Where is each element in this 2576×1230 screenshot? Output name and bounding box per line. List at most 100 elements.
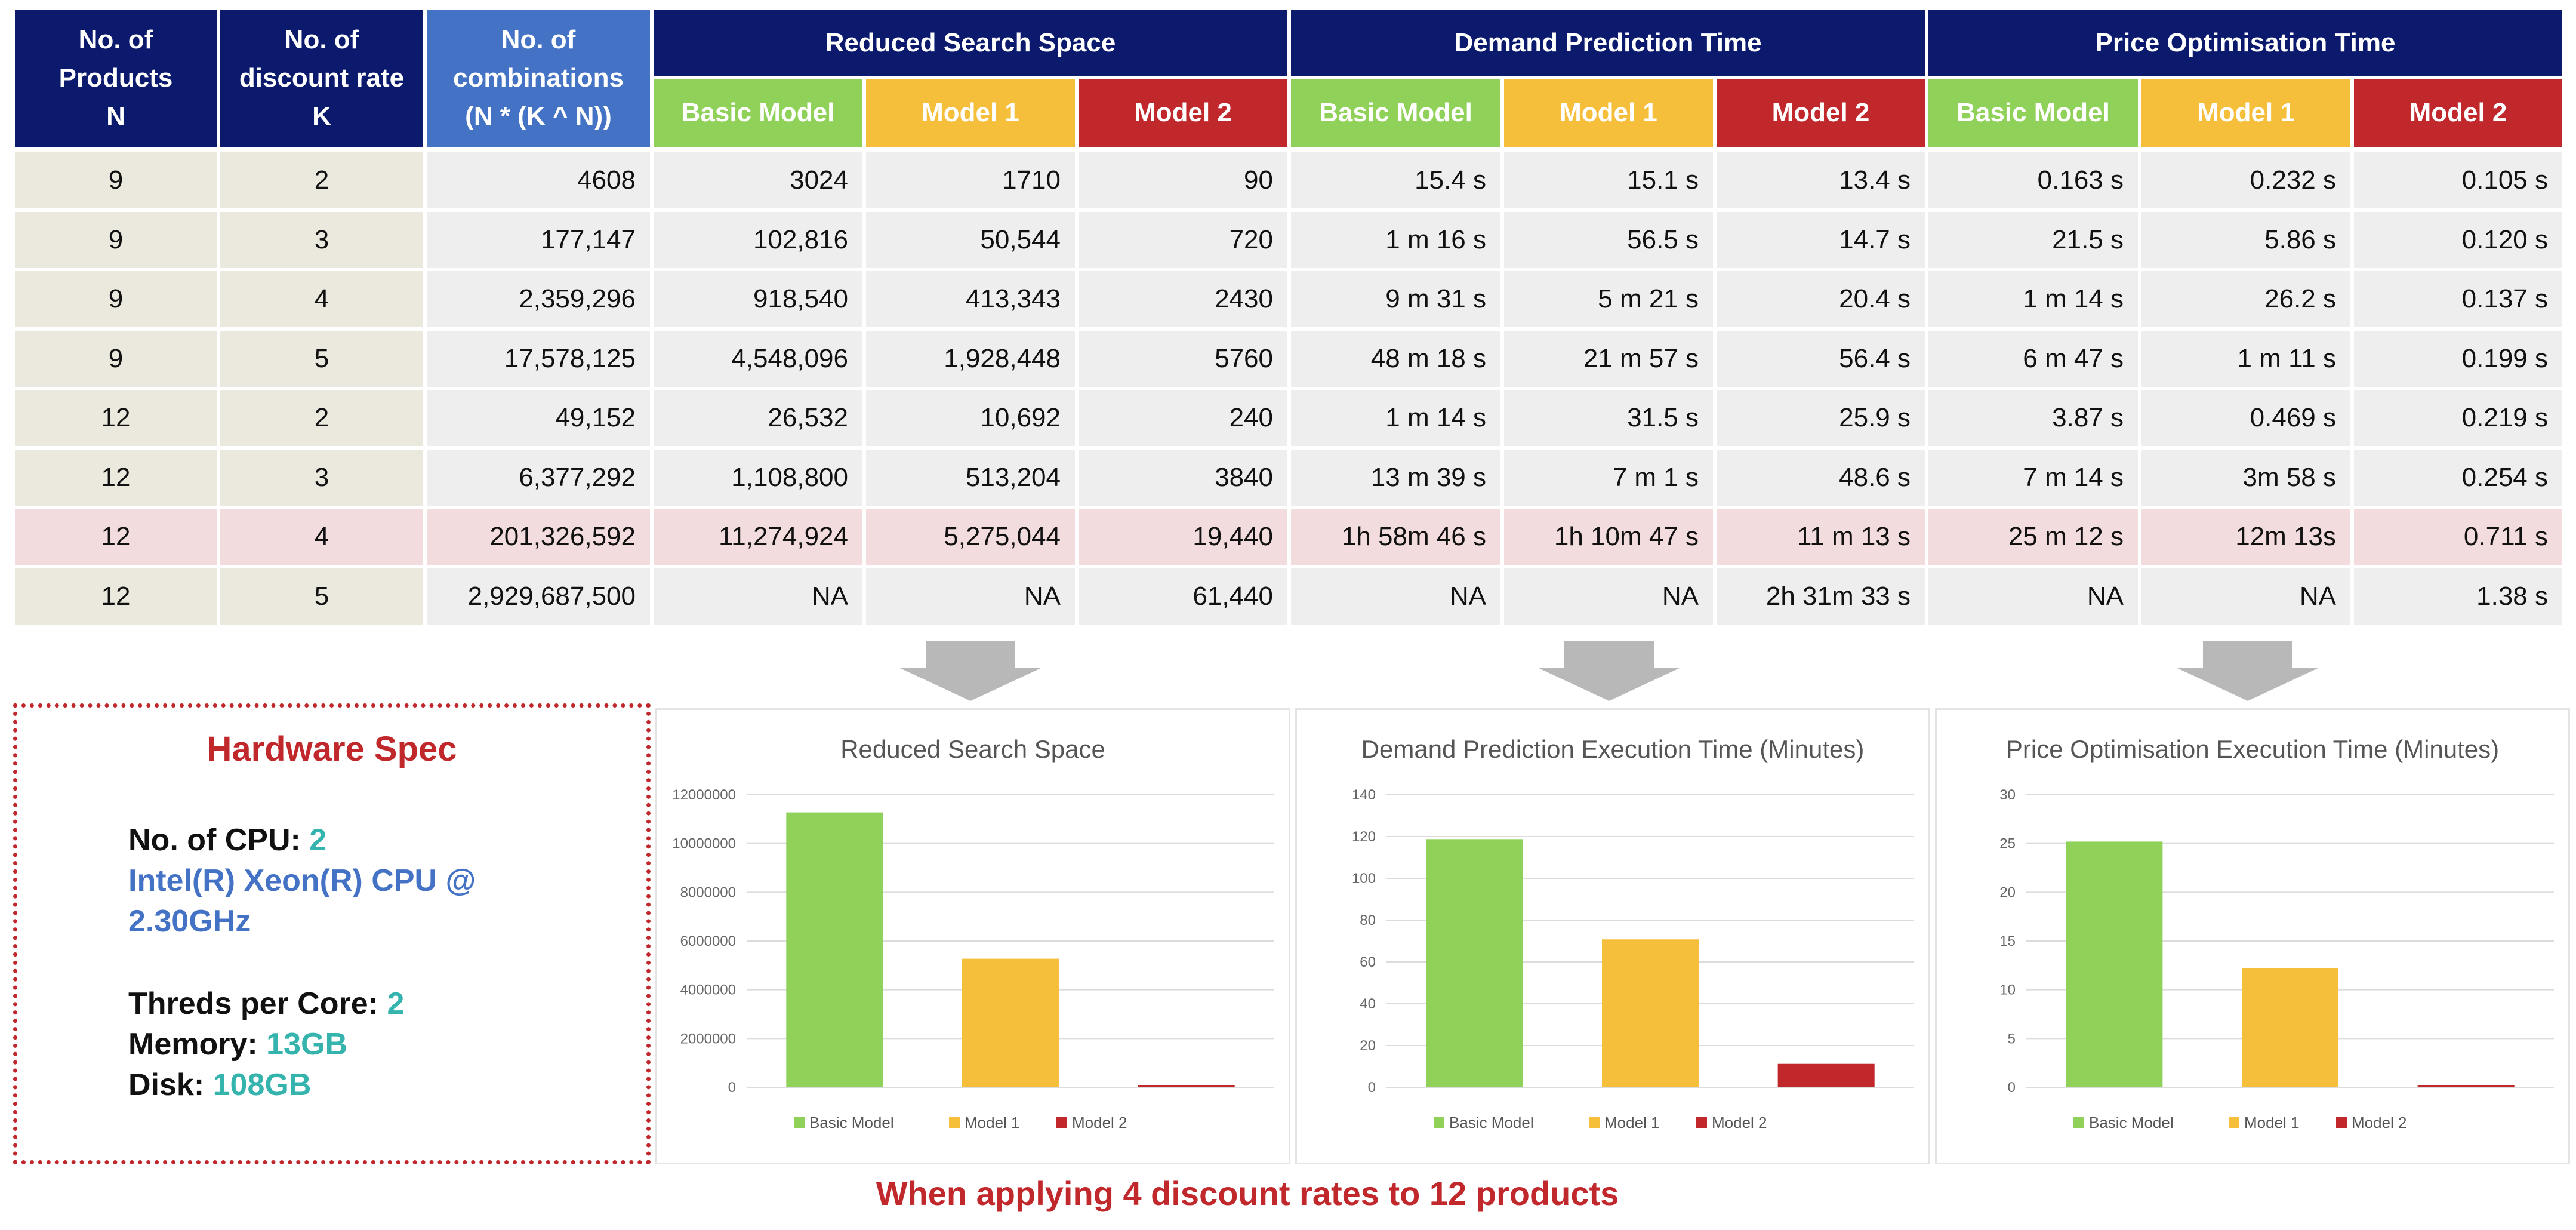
table-cell: 9 — [15, 152, 217, 208]
table-cell: 56.4 s — [1717, 331, 1925, 387]
table-cell: 9 m 31 s — [1291, 271, 1500, 327]
y-tick-label: 60 — [1360, 954, 1376, 970]
table-cell: 2,929,687,500 — [427, 568, 650, 625]
bar-basic-model — [2066, 841, 2163, 1087]
table-cell: 720 — [1079, 212, 1287, 268]
column-header: No. of discount rate K — [220, 10, 423, 147]
bar-model-1 — [2241, 968, 2339, 1087]
table-cell: 0.254 s — [2354, 450, 2562, 506]
legend-swatch — [2229, 1117, 2239, 1128]
legend-label: Model 2 — [1712, 1114, 1767, 1131]
y-tick-label: 20 — [1999, 884, 2016, 900]
y-tick-label: 2000000 — [680, 1031, 736, 1047]
table-cell: 12m 13s — [2141, 509, 2350, 565]
y-tick-label: 10000000 — [672, 836, 736, 852]
table-cell: 3840 — [1079, 450, 1287, 506]
chart-title: Reduced Search Space — [840, 735, 1105, 763]
cpu-model-line2: 2.30GHz — [128, 904, 251, 939]
bar-model-1 — [1601, 939, 1699, 1087]
legend-swatch — [2336, 1117, 2347, 1128]
y-tick-label: 140 — [1352, 787, 1376, 803]
table-cell: 9 — [15, 212, 217, 268]
table-cell: NA — [1928, 568, 2138, 625]
y-tick-label: 100 — [1352, 871, 1376, 887]
group-header: Demand Prediction Time — [1291, 10, 1925, 76]
table-cell: 21 m 57 s — [1504, 331, 1713, 387]
table-cell: 0.199 s — [2354, 331, 2562, 387]
table-cell: 1 m 14 s — [1291, 390, 1500, 446]
table-cell: 177,147 — [427, 212, 650, 268]
column-header-line: (N * (K ^ N)) — [465, 101, 612, 131]
table-cell: 9 — [15, 331, 217, 387]
table-cell: 7 m 14 s — [1928, 450, 2138, 506]
legend-label: Model 2 — [2352, 1114, 2407, 1131]
legend-label: Basic Model — [2089, 1114, 2174, 1131]
y-tick-label: 15 — [1999, 933, 2016, 949]
table-cell: 20.4 s — [1717, 271, 1925, 327]
table-cell: 102,816 — [654, 212, 862, 268]
chart-svg: Reduced Search Space 0 2000000 4000000 60000… — [672, 735, 1274, 1131]
column-header-line: discount rate — [239, 63, 405, 93]
legend-swatch — [949, 1117, 960, 1128]
column-header: No. of Products N — [15, 10, 217, 147]
y-tick-label: 20 — [1360, 1038, 1376, 1054]
table-cell: 10,692 — [866, 390, 1075, 446]
y-tick-label: 8000000 — [680, 884, 736, 900]
y-tick-label: 25 — [1999, 836, 2016, 852]
chart-demand-prediction-time: Demand Prediction Execution Time (Minute… — [1295, 708, 1930, 1164]
table-cell: 12 — [15, 390, 217, 446]
table-cell: 4608 — [427, 152, 650, 208]
group-header: Price Optimisation Time — [1928, 10, 2562, 76]
sub-header-basic-model: Basic Model — [1291, 79, 1500, 147]
y-tick-label: 6000000 — [680, 933, 736, 949]
table-cell: 3m 58 s — [2141, 450, 2350, 506]
disk-value: 108GB — [212, 1068, 312, 1102]
table-cell: 413,343 — [866, 271, 1075, 327]
y-tick-label: 0 — [728, 1080, 736, 1096]
bar-basic-model — [786, 812, 883, 1087]
cpu-model-line1: Intel(R) Xeon(R) CPU @ — [128, 863, 476, 898]
table-cell: 12 — [15, 568, 217, 625]
sub-header-model-2: Model 2 — [2354, 79, 2562, 147]
y-tick-label: 4000000 — [680, 982, 736, 998]
bar-model-2 — [1777, 1063, 1875, 1087]
table-cell: 15.4 s — [1291, 152, 1500, 208]
table-cell: 2430 — [1079, 271, 1287, 327]
table-cell: 201,326,592 — [427, 509, 650, 565]
table-cell: 0.232 s — [2141, 152, 2350, 208]
memory-value: 13GB — [266, 1027, 348, 1062]
table-cell: 4 — [220, 509, 423, 565]
table-cell: 13.4 s — [1717, 152, 1925, 208]
threads-label: Threds per Core: — [128, 986, 378, 1021]
bar-model-1 — [962, 958, 1059, 1087]
table-cell: 6,377,292 — [427, 450, 650, 506]
table-cell: 21.5 s — [1928, 212, 2138, 268]
table-cell: 50,544 — [866, 212, 1075, 268]
legend-label: Basic Model — [809, 1114, 894, 1131]
bar-model-2 — [2417, 1085, 2515, 1087]
sub-header-model-2: Model 2 — [1079, 79, 1287, 147]
group-header: Reduced Search Space — [654, 10, 1287, 76]
y-tick-label: 12000000 — [672, 787, 736, 803]
table-cell: 3 — [220, 450, 423, 506]
table-cell: NA — [1504, 568, 1713, 625]
table-cell: 90 — [1079, 152, 1287, 208]
table-cell: NA — [866, 568, 1075, 625]
column-header-line: combinations — [452, 63, 624, 93]
table-cell: 1.38 s — [2354, 568, 2562, 625]
table-cell: 1 m 16 s — [1291, 212, 1500, 268]
legend-swatch — [1589, 1117, 1600, 1128]
legend-swatch — [1434, 1117, 1444, 1128]
y-tick-label: 5 — [2008, 1031, 2016, 1047]
chart-reduced-search-space: Reduced Search Space 0 2000000 4000000 60000… — [655, 708, 1290, 1164]
table-cell: 5 m 21 s — [1504, 271, 1713, 327]
chart-price-optimisation-time: Price Optimisation Execution Time (Minut… — [1935, 708, 2570, 1164]
table-cell: 0.711 s — [2354, 509, 2562, 565]
table-cell: 11,274,924 — [654, 509, 862, 565]
table-cell: 25.9 s — [1717, 390, 1925, 446]
table-cell: 0.163 s — [1928, 152, 2138, 208]
legend-label: Model 1 — [1604, 1114, 1660, 1131]
table-cell: 6 m 47 s — [1928, 331, 2138, 387]
sub-header-model-1: Model 1 — [1504, 79, 1713, 147]
sub-header-basic-model: Basic Model — [654, 79, 862, 147]
